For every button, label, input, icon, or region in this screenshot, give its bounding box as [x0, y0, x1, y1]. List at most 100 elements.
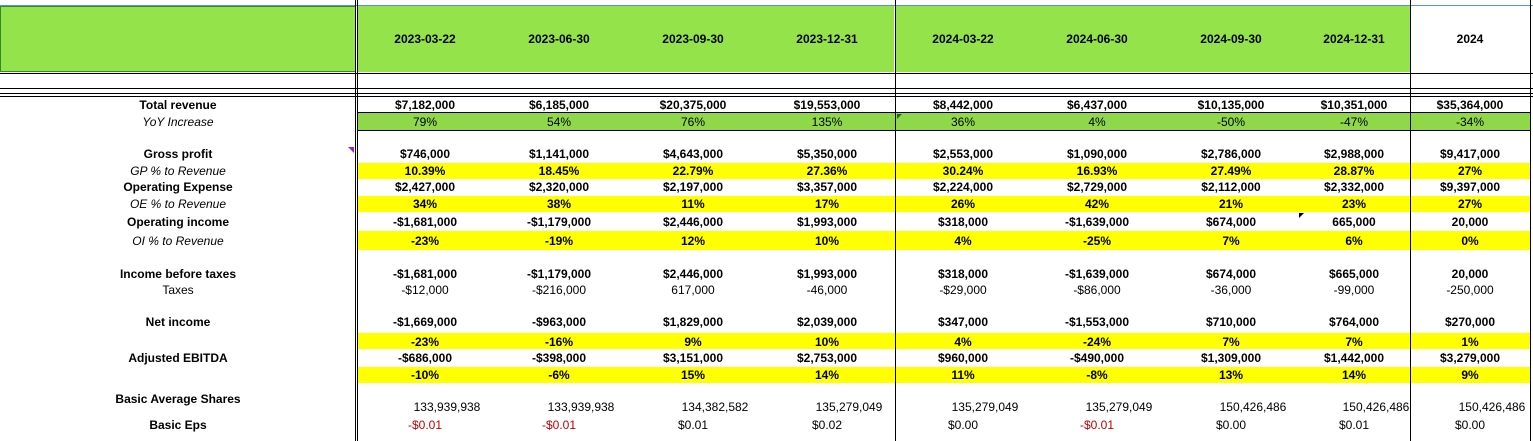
cell-taxes[interactable]: 617,000 — [671, 283, 715, 297]
cell-gp-pct[interactable]: 30.24% — [942, 164, 984, 178]
cell-gross-profit[interactable]: $2,786,000 — [1200, 147, 1262, 161]
cell-oi-pct[interactable]: 7% — [1222, 234, 1240, 248]
cell-operating-expense[interactable]: $2,224,000 — [932, 180, 994, 194]
cell-oi-pct[interactable]: 10% — [814, 234, 840, 248]
cell-basic-eps[interactable]: $0.01 — [677, 418, 709, 432]
cell-yoy-increase[interactable]: -34% — [1455, 115, 1484, 129]
cell-operating-income[interactable]: $674,000 — [1205, 215, 1257, 229]
comment-marker-icon[interactable] — [1299, 213, 1304, 218]
cell-operating-expense[interactable]: $2,320,000 — [528, 180, 590, 194]
cell-income-before-taxes[interactable]: $674,000 — [1205, 267, 1257, 281]
cell-basic-eps[interactable]: -$0.01 — [1079, 418, 1115, 432]
cell-net-income[interactable]: $2,039,000 — [796, 315, 858, 329]
cell-income-before-taxes[interactable]: -$1,179,000 — [526, 267, 592, 281]
cell-adjusted-ebitda[interactable]: -$398,000 — [531, 351, 587, 365]
cell-oe-pct[interactable]: 26% — [950, 197, 976, 211]
cell-operating-income[interactable]: $2,446,000 — [662, 215, 724, 229]
cell-net-income-pct[interactable]: 7% — [1345, 335, 1363, 349]
cell-taxes[interactable]: -46,000 — [806, 283, 848, 297]
cell-net-income-pct[interactable]: 4% — [954, 335, 972, 349]
cell-adjusted-ebitda[interactable]: $2,753,000 — [796, 351, 858, 365]
cell-operating-expense[interactable]: $9,397,000 — [1439, 180, 1501, 194]
cell-gross-profit[interactable]: $1,141,000 — [528, 147, 590, 161]
cell-adjusted-ebitda[interactable]: -$686,000 — [397, 351, 453, 365]
cell-oe-pct[interactable]: 11% — [681, 197, 705, 211]
cell-basic-eps[interactable]: $0.01 — [1338, 418, 1370, 432]
cell-income-before-taxes[interactable]: $665,000 — [1328, 267, 1380, 281]
cell-gross-profit[interactable]: $4,643,000 — [662, 147, 724, 161]
cell-net-income[interactable]: $270,000 — [1444, 315, 1496, 329]
cell-taxes[interactable]: -$216,000 — [531, 283, 587, 297]
cell-operating-income[interactable]: 20,000 — [1451, 215, 1489, 229]
cell-income-before-taxes[interactable]: -$1,639,000 — [1064, 267, 1130, 281]
cell-adjusted-ebitda[interactable]: -$490,000 — [1069, 351, 1125, 365]
cell-yoy-increase[interactable]: -50% — [1216, 115, 1245, 129]
cell-adjusted-ebitda[interactable]: $3,279,000 — [1439, 351, 1501, 365]
cell-net-income-pct[interactable]: -16% — [544, 335, 573, 349]
cell-income-before-taxes[interactable]: $318,000 — [937, 267, 989, 281]
cell-total-revenue[interactable]: $6,185,000 — [528, 98, 590, 112]
cell-operating-expense[interactable]: $2,112,000 — [1201, 180, 1261, 194]
cell-total-revenue[interactable]: $20,375,000 — [659, 98, 727, 112]
period-header[interactable]: 2023-03-22 — [394, 32, 456, 46]
cell-ebitda-pct[interactable]: 11% — [951, 368, 975, 382]
cell-total-revenue[interactable]: $10,351,000 — [1320, 98, 1388, 112]
cell-taxes[interactable]: -$12,000 — [401, 283, 449, 297]
summary-header[interactable]: 2024 — [1456, 32, 1484, 46]
cell-ebitda-pct[interactable]: 9% — [1461, 368, 1479, 382]
cell-net-income-pct[interactable]: 7% — [1222, 335, 1240, 349]
cell-yoy-increase[interactable]: 54% — [546, 115, 572, 129]
period-header[interactable]: 2024-06-30 — [1066, 32, 1128, 46]
cell-operating-income[interactable]: -$1,639,000 — [1064, 215, 1130, 229]
cell-taxes[interactable]: -250,000 — [1446, 283, 1494, 297]
cell-oe-pct[interactable]: 21% — [1218, 197, 1244, 211]
cell-ebitda-pct[interactable]: -6% — [548, 368, 570, 382]
cell-basic-eps[interactable]: $0.00 — [1215, 418, 1247, 432]
cell-total-revenue[interactable]: $10,135,000 — [1197, 98, 1265, 112]
cell-operating-expense[interactable]: $2,197,000 — [662, 180, 724, 194]
cell-basic-avg-shares[interactable]: 150,426,486 — [1458, 400, 1526, 414]
cell-net-income-pct[interactable]: 10% — [814, 335, 840, 349]
cell-operating-income[interactable]: 665,000 — [1332, 215, 1376, 229]
cell-gp-pct[interactable]: 16.93% — [1076, 164, 1118, 178]
period-header[interactable]: 2023-06-30 — [528, 32, 590, 46]
cell-yoy-increase[interactable]: -47% — [1339, 115, 1368, 129]
cell-operating-income[interactable]: $1,993,000 — [796, 215, 858, 229]
cell-net-income[interactable]: -$1,553,000 — [1064, 315, 1130, 329]
cell-basic-eps[interactable]: -$0.01 — [407, 418, 443, 432]
cell-oe-pct[interactable]: 27% — [1457, 197, 1483, 211]
cell-basic-avg-shares[interactable]: 133,939,938 — [413, 400, 481, 414]
period-header[interactable]: 2024-09-30 — [1200, 32, 1262, 46]
cell-ebitda-pct[interactable]: 14% — [1341, 368, 1367, 382]
cell-basic-avg-shares[interactable]: 135,279,049 — [1085, 400, 1153, 414]
cell-basic-avg-shares[interactable]: 134,382,582 — [681, 400, 749, 414]
cell-basic-avg-shares[interactable]: 135,279,049 — [951, 400, 1019, 414]
cell-yoy-increase[interactable]: 79% — [412, 115, 438, 129]
cell-income-before-taxes[interactable]: -$1,681,000 — [392, 267, 458, 281]
cell-basic-avg-shares[interactable]: 135,279,049 — [815, 400, 883, 414]
cell-taxes[interactable]: -$86,000 — [1073, 283, 1121, 297]
cell-net-income-pct[interactable]: -23% — [410, 335, 439, 349]
cell-total-revenue[interactable]: $7,182,000 — [394, 98, 456, 112]
cell-yoy-increase[interactable]: 4% — [1088, 115, 1106, 129]
cell-oi-pct[interactable]: 6% — [1345, 234, 1363, 248]
cell-total-revenue[interactable]: $8,442,000 — [932, 98, 994, 112]
cell-ebitda-pct[interactable]: -8% — [1086, 368, 1108, 382]
cell-ebitda-pct[interactable]: 15% — [680, 368, 706, 382]
cell-oi-pct[interactable]: 12% — [680, 234, 706, 248]
cell-gp-pct[interactable]: 22.79% — [672, 164, 714, 178]
cell-oi-pct[interactable]: -23% — [410, 234, 439, 248]
cell-ebitda-pct[interactable]: -10% — [410, 368, 439, 382]
cell-oe-pct[interactable]: 17% — [814, 197, 840, 211]
cell-gp-pct[interactable]: 28.87% — [1333, 164, 1375, 178]
cell-adjusted-ebitda[interactable]: $3,151,000 — [662, 351, 724, 365]
cell-oi-pct[interactable]: 0% — [1461, 234, 1479, 248]
cell-total-revenue[interactable]: $6,437,000 — [1066, 98, 1128, 112]
cell-oi-pct[interactable]: -19% — [544, 234, 573, 248]
cell-adjusted-ebitda[interactable]: $1,309,000 — [1200, 351, 1262, 365]
comment-marker-icon[interactable] — [348, 147, 354, 153]
cell-income-before-taxes[interactable]: $1,993,000 — [796, 267, 858, 281]
cell-net-income[interactable]: -$1,669,000 — [392, 315, 458, 329]
cell-ebitda-pct[interactable]: 14% — [814, 368, 840, 382]
cell-basic-avg-shares[interactable]: 133,939,938 — [547, 400, 615, 414]
